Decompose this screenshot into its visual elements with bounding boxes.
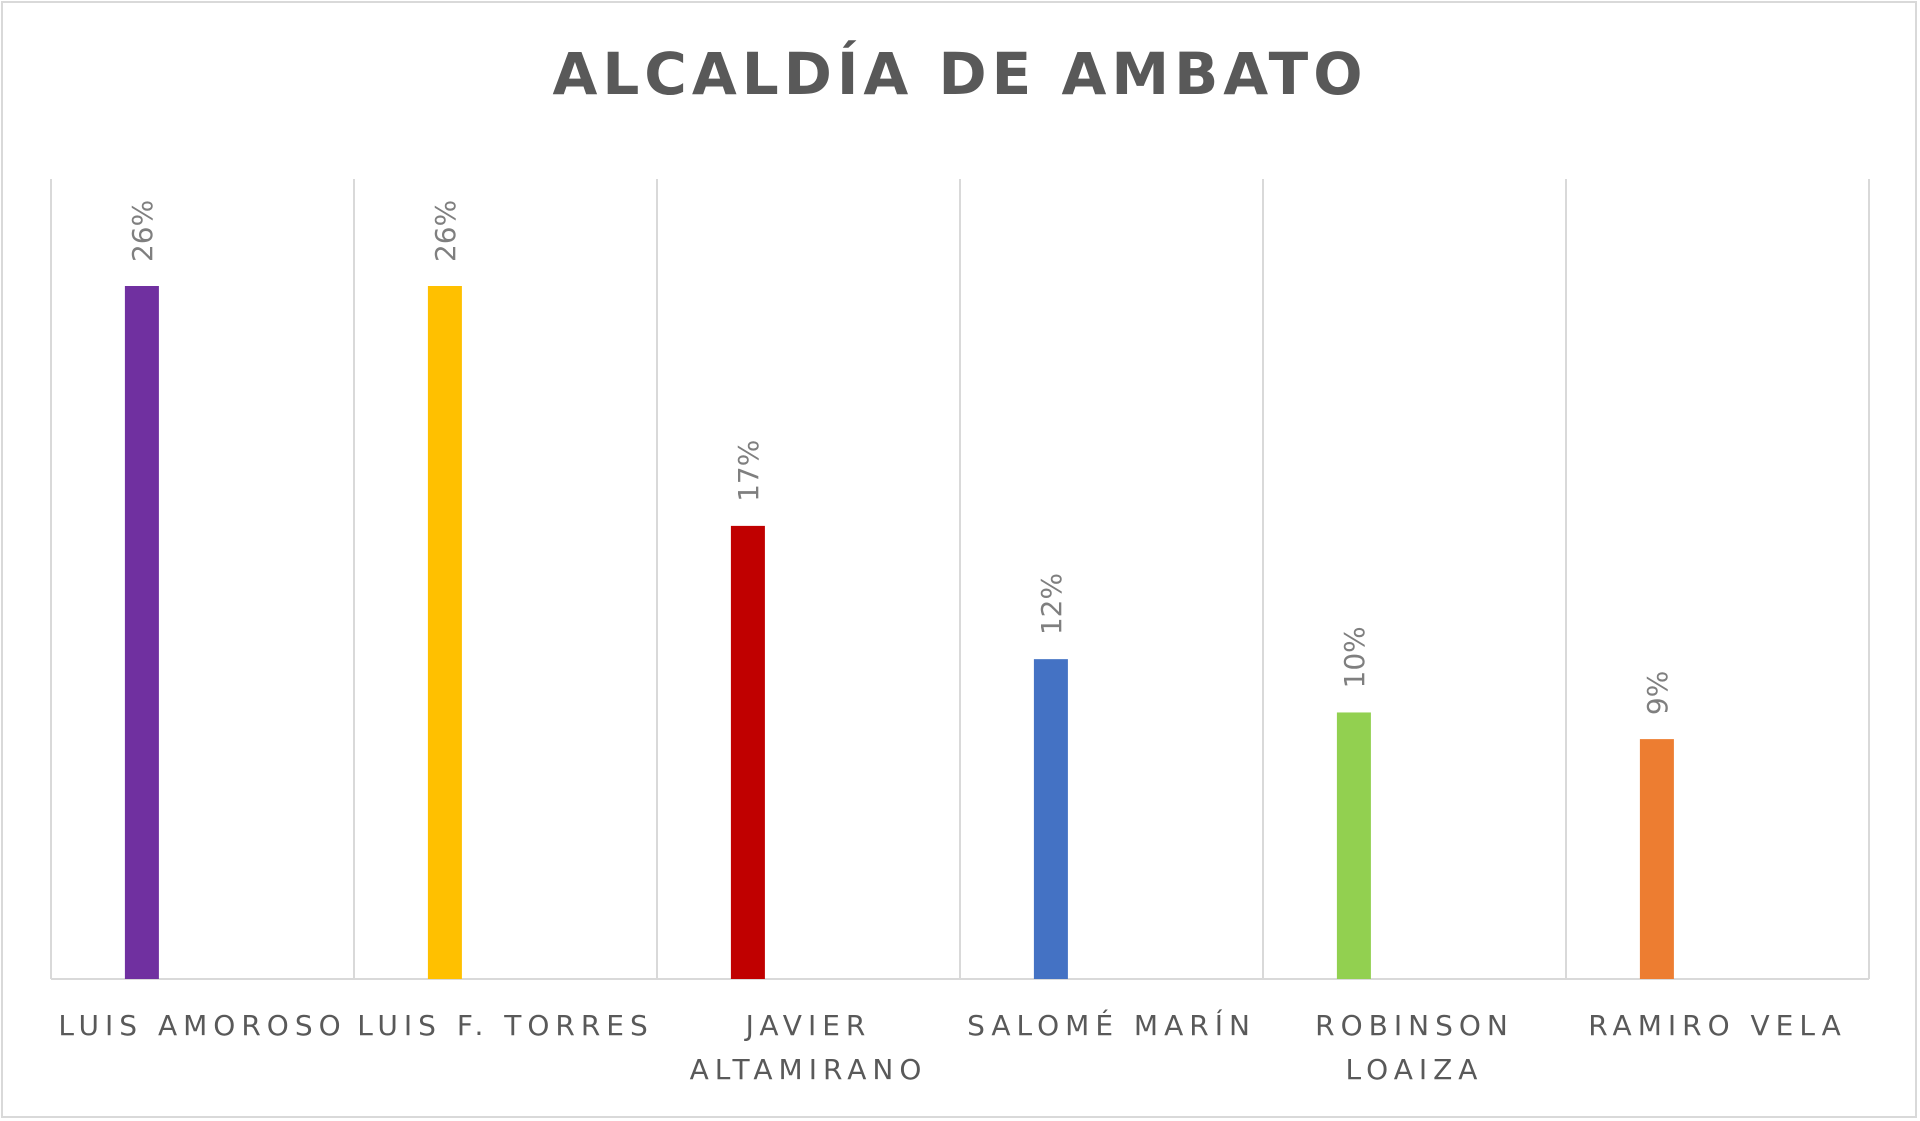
data-label: 12% <box>1035 573 1068 635</box>
category-label: SALOMÉ MARÍN <box>967 1008 1256 1042</box>
data-label: 10% <box>1338 626 1371 688</box>
chart-title: ALCALDÍA DE AMBATO <box>552 40 1368 108</box>
bar <box>124 286 159 979</box>
data-label: 26% <box>429 200 462 262</box>
data-label: 26% <box>126 200 159 262</box>
bar <box>427 286 462 979</box>
category-label: LOAIZA <box>1346 1053 1484 1086</box>
bar <box>1033 659 1068 979</box>
data-label: 17% <box>732 440 765 502</box>
category-label: ALTAMIRANO <box>690 1053 928 1086</box>
data-label: 9% <box>1641 671 1674 715</box>
bar <box>1336 712 1371 979</box>
category-label: LUIS F. TORRES <box>357 1009 654 1042</box>
bar <box>730 525 765 979</box>
category-label: LUIS AMOROSO <box>58 1009 346 1042</box>
category-label: JAVIER <box>744 1009 872 1042</box>
category-label: ROBINSON <box>1315 1009 1514 1042</box>
bar <box>1639 739 1674 979</box>
category-label: RAMIRO VELA <box>1588 1009 1847 1042</box>
